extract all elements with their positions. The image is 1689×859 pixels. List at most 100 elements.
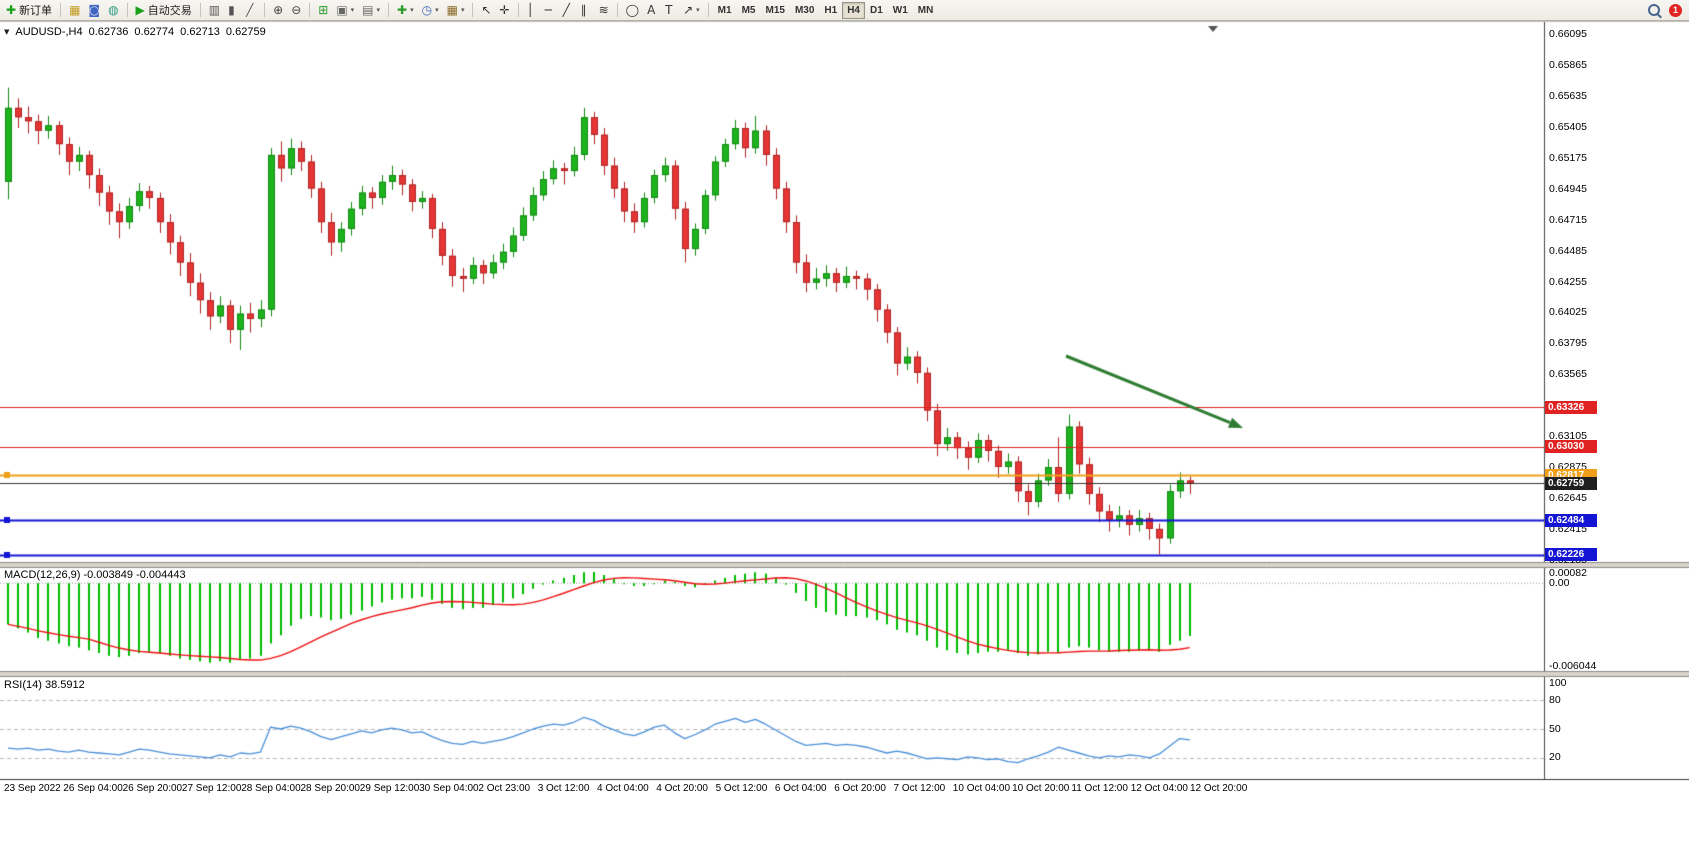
toolbar-separator [517,3,519,17]
data-window-button[interactable]: ◍ [104,2,122,19]
macd-axis-label: -0.006044 [1549,659,1597,672]
line-chart-button[interactable]: ╱ [242,2,260,19]
vertical-line-button[interactable]: │ [523,2,541,19]
chart-ohlc-header: ▼ AUDUSD-,H4 0.62736 0.62774 0.62713 0.6… [4,26,266,38]
new-order-button[interactable]: ✚ 新订单 [2,2,56,19]
horizontal-line-icon: ─ [544,3,552,17]
timeframe-w1-label: W1 [892,4,908,16]
channel-icon: ∥ [580,3,587,17]
price-tag: 0.63030 [1545,440,1597,454]
timeframe-d1[interactable]: D1 [865,2,888,19]
text-button[interactable]: A [643,2,661,19]
charts-grid-icon: ▦ [69,3,81,17]
arrange-windows-button[interactable]: ▤ ▾ [358,2,384,19]
chart-menu-triangle-icon[interactable]: ▼ [4,28,10,36]
chevron-down-icon: ▾ [435,7,439,14]
channel-button[interactable]: ∥ [577,2,595,19]
macd-axis-label: 0.00 [1549,576,1570,589]
search-button[interactable] [1644,2,1664,19]
timeframe-h1[interactable]: H1 [819,2,842,19]
trendline-button[interactable]: ╱ [559,2,577,19]
time-axis-label: 3 Oct 12:00 [537,783,590,794]
new-order-icon: ✚ [6,3,17,17]
timeframe-m30-label: M30 [794,4,815,16]
time-axis-label: 29 Sep 12:00 [359,783,420,794]
fibonacci-button[interactable]: ≋ [595,2,613,19]
toolbar-separator [199,3,201,17]
autotrading-icon: ▶ [135,3,145,17]
toolbar-right: 1 [1644,2,1687,19]
profiles-button[interactable]: ◙ [84,2,104,19]
price-axis-label: 0.65635 [1549,89,1587,102]
fibonacci-icon: ≋ [598,3,609,17]
zoom-out-button[interactable]: ⊖ [287,2,305,19]
time-axis-label: 28 Sep 20:00 [300,783,361,794]
toolbar-separator [388,3,390,17]
zoom-in-icon: ⊕ [273,3,284,17]
candlestick-chart-button[interactable]: ▮ [224,2,242,19]
horizontal-line-button[interactable]: ─ [541,2,559,19]
price-axis-label: 0.63105 [1549,430,1587,443]
timeframe-m5[interactable]: M5 [737,2,761,19]
timeframe-w1[interactable]: W1 [888,2,913,19]
text-label-button[interactable]: T [661,2,679,19]
price-axis-label: 0.65405 [1549,120,1587,133]
time-axis-label: 23 Sep 2022 [4,783,61,794]
cascade-windows-icon: ▣ [336,3,348,17]
bar-chart-button[interactable]: ▥ [205,2,224,19]
arrows-button[interactable]: ↗ ▾ [679,2,704,19]
charts-grid-button[interactable]: ▦ [65,2,84,19]
price-axis-label: 0.62645 [1549,492,1587,505]
time-axis-label: 10 Oct 20:00 [1012,783,1070,794]
time-axis-label: 26 Sep 20:00 [122,783,183,794]
time-axis-label: 7 Oct 12:00 [893,783,946,794]
time-axis-label: 27 Sep 12:00 [181,783,242,794]
zoom-in-button[interactable]: ⊕ [269,2,287,19]
bar-chart-icon: ▥ [208,3,221,17]
timeframe-h1-label: H1 [824,4,838,16]
price-axis-label: 0.64485 [1549,244,1587,257]
crosshair-button[interactable]: ✛ [496,2,514,19]
alerts-badge[interactable]: 1 [1669,3,1682,17]
timeframe-mn[interactable]: MN [913,2,939,19]
trendline-icon: ╱ [562,3,570,17]
crosshair-icon: ✛ [499,3,510,17]
autotrading-button[interactable]: ▶ 自动交易 [132,2,196,19]
toolbar-separator [126,3,128,17]
toolbar-separator [472,3,474,17]
timeframe-m1[interactable]: M1 [713,2,737,19]
data-window-icon: ◍ [108,3,119,17]
periods-button[interactable]: ◷ ▾ [418,2,443,19]
price-axis-label: 0.66095 [1549,28,1587,40]
rsi-axis-label: 20 [1549,751,1561,764]
toolbar-separator [707,3,709,17]
tile-windows-button[interactable]: ⊞ [314,2,332,19]
rsi-label: RSI(14) 38.5912 [4,679,85,691]
price-axis-label: 0.62415 [1549,523,1587,536]
price-axis-label: 0.64255 [1549,275,1587,288]
time-axis-label: 6 Oct 04:00 [774,783,827,794]
price-axis-label: 0.63565 [1549,368,1587,381]
price-tag: 0.62759 [1545,476,1597,490]
timeframe-mn-label: MN [917,4,934,16]
price-axis-label: 0.65175 [1549,151,1587,164]
rsi-axis-label: 50 [1549,722,1561,735]
templates-button[interactable]: ▦ ▾ [443,2,469,19]
cascade-windows-button[interactable]: ▣ ▾ [332,2,358,19]
vertical-line-icon: │ [526,3,534,17]
timeframe-h4[interactable]: H4 [842,1,865,19]
timeframe-m15[interactable]: M15 [760,2,789,19]
indicators-button[interactable]: ✚ ▾ [393,2,418,19]
timeframe-m30[interactable]: M30 [790,2,819,19]
timeframe-d1-label: D1 [869,4,883,16]
chevron-down-icon: ▾ [350,7,355,14]
time-axis-label: 26 Sep 04:00 [63,783,123,794]
profiles-icon: ◙ [88,3,101,17]
autotrading-button-label: 自动交易 [147,5,192,17]
shapes-button[interactable]: ◯ [622,2,643,19]
cursor-button[interactable]: ↖ [477,2,495,19]
timeframe-h4-label: H4 [847,4,860,16]
candlestick-chart-icon: ▮ [228,3,235,17]
toolbar-separator [60,3,62,17]
